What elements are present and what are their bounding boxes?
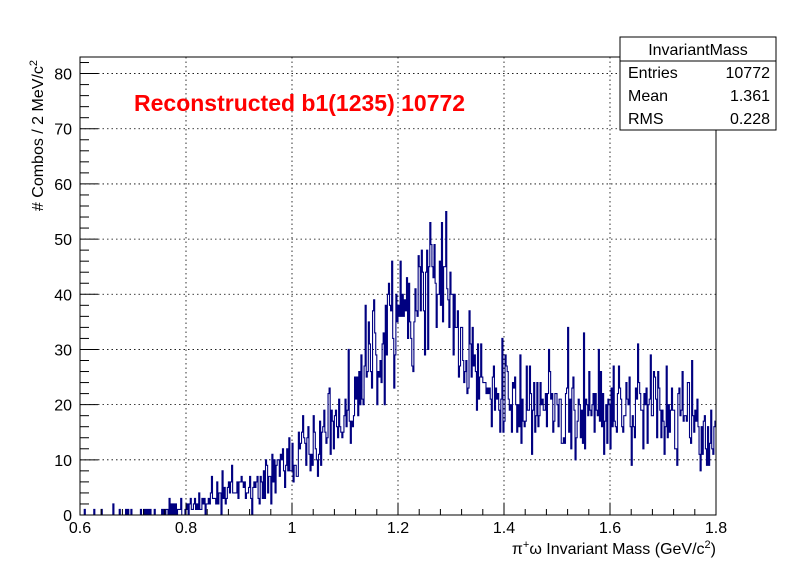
y-tick-label: 80 bbox=[54, 67, 72, 84]
y-tick-labels: 0 10 20 30 40 50 60 70 80 bbox=[54, 67, 72, 525]
x-tick-label: 1.4 bbox=[493, 520, 515, 537]
x-tick-label: 0.8 bbox=[175, 520, 197, 537]
x-tick-label: 1.2 bbox=[387, 520, 409, 537]
stats-entries-value: 10772 bbox=[726, 65, 771, 82]
x-tick-label: 1.8 bbox=[705, 520, 727, 537]
y-tick-label: 30 bbox=[54, 342, 72, 359]
x-axis-title: π+ω Invariant Mass (GeV/c2) bbox=[512, 539, 716, 558]
x-tick-labels: 0.6 0.8 1 1.2 1.4 1.6 1.8 bbox=[69, 520, 727, 537]
x-tick-label: 0.6 bbox=[69, 520, 91, 537]
stats-mean-value: 1.361 bbox=[730, 88, 770, 105]
y-tick-label: 40 bbox=[54, 287, 72, 304]
y-tick-label: 50 bbox=[54, 232, 72, 249]
y-tick-label: 10 bbox=[54, 453, 72, 470]
x-tick-label: 1 bbox=[288, 520, 297, 537]
stats-box: InvariantMass Entries 10772 Mean 1.361 R… bbox=[619, 36, 777, 131]
y-tick-label: 0 bbox=[63, 508, 72, 525]
y-axis-title: # Combos / 2 MeV/c2 bbox=[28, 60, 47, 211]
y-tick-label: 70 bbox=[54, 122, 72, 139]
stats-entries-label: Entries bbox=[628, 65, 678, 82]
axis-ticks bbox=[79, 62, 717, 516]
y-tick-label: 60 bbox=[54, 177, 72, 194]
histogram-series bbox=[80, 210, 716, 516]
chart-annotation: Reconstructed b1(1235) 10772 bbox=[134, 90, 465, 116]
stats-rms-value: 0.228 bbox=[730, 111, 770, 128]
stats-title: InvariantMass bbox=[648, 42, 748, 59]
stats-rms-label: RMS bbox=[628, 111, 664, 128]
y-tick-label: 20 bbox=[54, 398, 72, 415]
stats-mean-label: Mean bbox=[628, 88, 668, 105]
x-tick-label: 1.6 bbox=[599, 520, 621, 537]
stats-box-frame bbox=[619, 36, 777, 131]
